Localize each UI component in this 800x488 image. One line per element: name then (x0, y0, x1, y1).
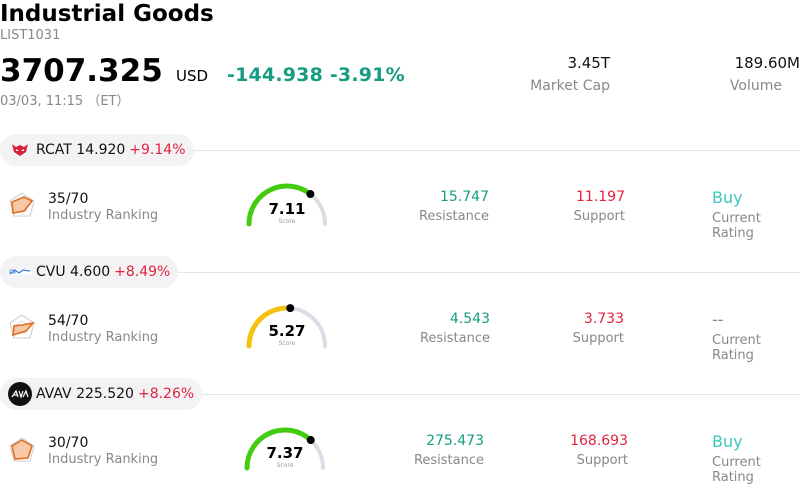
current-rating-label: Current Rating (712, 455, 761, 485)
resistance-label: Resistance (418, 209, 489, 224)
page-title: Industrial Goods (0, 1, 214, 27)
current-rating-label: Current Rating (712, 211, 761, 241)
resistance-value: 4.543 (449, 311, 490, 327)
industry-ranking-label: Industry Ranking (48, 208, 159, 223)
stock-pill-avav[interactable]: AVAV 225.520 +8.26% (0, 378, 203, 410)
resistance-label: Resistance (419, 331, 490, 346)
score-value: 7.37 (266, 444, 304, 462)
timestamp: 03/03, 11:15 （ET） (0, 94, 130, 109)
divider (0, 394, 800, 395)
cvu-logo-icon (8, 260, 32, 284)
radar-chart-icon (9, 192, 35, 217)
current-rating-label: Current Rating (712, 333, 761, 363)
score-value: 7.11 (268, 200, 306, 218)
market-cap-label: Market Cap (530, 78, 610, 94)
stock-pill-cvu[interactable]: CVU 4.600 +8.49% (0, 256, 179, 288)
radar-chart-icon (9, 437, 35, 462)
industry-ranking-value: 30/70 (48, 435, 89, 451)
stock-change-pct: +8.26% (137, 386, 195, 402)
avav-logo-icon (8, 382, 32, 406)
support-value: 3.733 (583, 311, 624, 327)
score-label: Score (278, 340, 296, 347)
resistance-value: 15.747 (440, 189, 489, 205)
stock-ticker-price: RCAT 14.920 (36, 142, 126, 158)
resistance-label: Resistance (413, 453, 484, 468)
score-label: Score (278, 218, 296, 225)
support-value: 11.197 (576, 189, 625, 205)
score-value: 5.27 (268, 322, 306, 340)
current-rating-value: Buy (712, 188, 743, 207)
rcat-logo-icon (8, 138, 32, 162)
industry-ranking-value: 54/70 (48, 313, 89, 329)
resistance-value: 275.473 (426, 433, 484, 449)
radar-chart-icon (9, 314, 36, 339)
current-rating-value: Buy (712, 432, 743, 451)
index-code: LIST1031 (0, 28, 61, 43)
score-gauge (246, 304, 327, 349)
currency-label: USD (176, 67, 209, 85)
industry-ranking-label: Industry Ranking (48, 330, 159, 345)
industry-ranking-value: 35/70 (48, 191, 89, 207)
volume-label: Volume (729, 78, 782, 94)
stock-change-pct: +8.49% (114, 264, 171, 280)
support-value: 168.693 (570, 433, 628, 449)
index-price: 3707.325 (0, 53, 163, 89)
support-label: Support (573, 209, 625, 224)
current-rating-value: -- (712, 310, 724, 329)
stock-ticker-price: AVAV 225.520 (36, 386, 134, 402)
stock-change-pct: +9.14% (129, 142, 186, 158)
score-gauge (244, 427, 325, 471)
stock-pill-rcat[interactable]: RCAT 14.920 +9.14% (0, 134, 194, 166)
price-change: -144.938 -3.91% (227, 64, 405, 86)
volume-value: 189.60M (734, 54, 800, 72)
divider (0, 272, 800, 273)
stock-ticker-price: CVU 4.600 (36, 264, 111, 280)
divider (0, 150, 800, 151)
industry-ranking-label: Industry Ranking (48, 452, 159, 467)
market-cap-value: 3.45T (567, 54, 610, 72)
score-label: Score (276, 462, 294, 469)
support-label: Support (576, 453, 628, 468)
support-label: Support (572, 331, 624, 346)
score-gauge (246, 183, 327, 227)
